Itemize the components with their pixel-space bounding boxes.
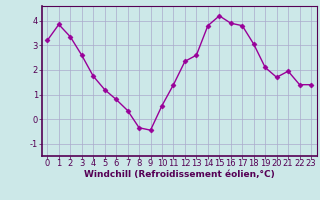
X-axis label: Windchill (Refroidissement éolien,°C): Windchill (Refroidissement éolien,°C) (84, 170, 275, 179)
